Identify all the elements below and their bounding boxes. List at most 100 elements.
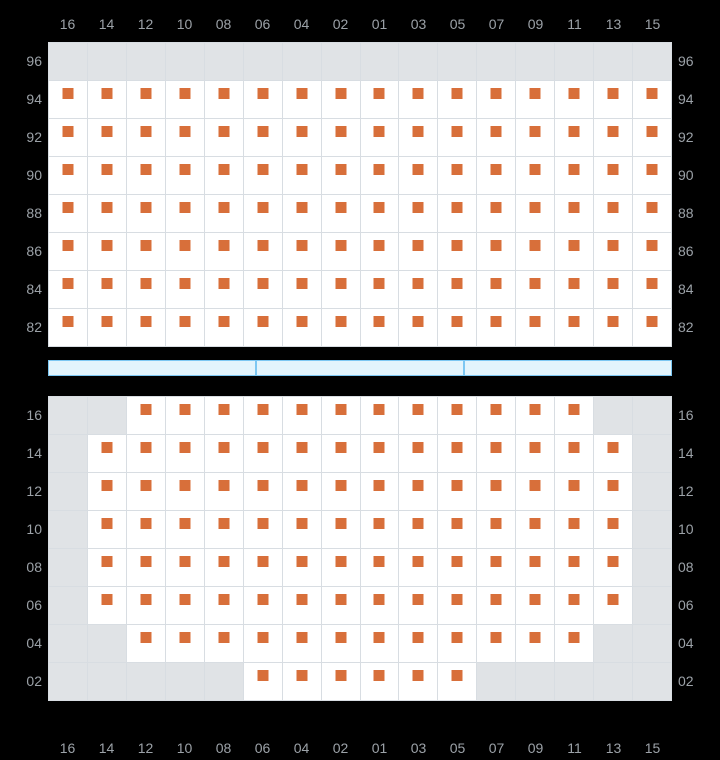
seat[interactable] — [205, 119, 244, 157]
seat[interactable] — [205, 435, 244, 473]
seat[interactable] — [555, 511, 594, 549]
seat[interactable] — [555, 435, 594, 473]
seat[interactable] — [283, 195, 322, 233]
seat[interactable] — [283, 81, 322, 119]
seat[interactable] — [205, 549, 244, 587]
seat[interactable] — [516, 587, 555, 625]
seat[interactable] — [205, 271, 244, 309]
seat[interactable] — [283, 271, 322, 309]
seat[interactable] — [361, 625, 400, 663]
seat[interactable] — [283, 473, 322, 511]
seat[interactable] — [127, 473, 166, 511]
seat[interactable] — [516, 119, 555, 157]
seat[interactable] — [477, 119, 516, 157]
seat[interactable] — [283, 309, 322, 347]
seat[interactable] — [49, 81, 88, 119]
seat[interactable] — [205, 625, 244, 663]
seat[interactable] — [438, 81, 477, 119]
seat[interactable] — [127, 511, 166, 549]
seat[interactable] — [205, 233, 244, 271]
seat[interactable] — [127, 271, 166, 309]
seat[interactable] — [594, 195, 633, 233]
seat[interactable] — [283, 663, 322, 701]
seat[interactable] — [399, 549, 438, 587]
seat[interactable] — [205, 511, 244, 549]
seat[interactable] — [555, 271, 594, 309]
seat[interactable] — [322, 435, 361, 473]
seat[interactable] — [555, 119, 594, 157]
seat[interactable] — [399, 587, 438, 625]
seat[interactable] — [477, 157, 516, 195]
seat[interactable] — [166, 587, 205, 625]
seat[interactable] — [127, 157, 166, 195]
seat[interactable] — [399, 195, 438, 233]
seat[interactable] — [283, 119, 322, 157]
seat[interactable] — [361, 473, 400, 511]
seat[interactable] — [594, 119, 633, 157]
seat[interactable] — [322, 549, 361, 587]
seat[interactable] — [127, 119, 166, 157]
seat[interactable] — [244, 233, 283, 271]
seat[interactable] — [166, 473, 205, 511]
seat[interactable] — [516, 309, 555, 347]
seat[interactable] — [477, 625, 516, 663]
seat[interactable] — [361, 195, 400, 233]
seat[interactable] — [127, 625, 166, 663]
seat[interactable] — [88, 271, 127, 309]
seat[interactable] — [477, 587, 516, 625]
seat[interactable] — [361, 309, 400, 347]
seat[interactable] — [244, 195, 283, 233]
seat[interactable] — [477, 309, 516, 347]
seat[interactable] — [555, 397, 594, 435]
seat[interactable] — [88, 233, 127, 271]
seat[interactable] — [88, 435, 127, 473]
seat[interactable] — [516, 511, 555, 549]
seat[interactable] — [166, 511, 205, 549]
seat[interactable] — [322, 663, 361, 701]
seat[interactable] — [49, 309, 88, 347]
seat[interactable] — [322, 81, 361, 119]
seat[interactable] — [633, 271, 672, 309]
seat[interactable] — [361, 119, 400, 157]
seat[interactable] — [399, 435, 438, 473]
seat[interactable] — [361, 81, 400, 119]
seat[interactable] — [88, 549, 127, 587]
seat[interactable] — [322, 271, 361, 309]
seat[interactable] — [88, 195, 127, 233]
seat[interactable] — [477, 435, 516, 473]
seat[interactable] — [594, 473, 633, 511]
seat[interactable] — [283, 511, 322, 549]
seat[interactable] — [166, 435, 205, 473]
seat[interactable] — [399, 625, 438, 663]
seat[interactable] — [438, 119, 477, 157]
seat[interactable] — [244, 587, 283, 625]
seat[interactable] — [477, 397, 516, 435]
seat[interactable] — [555, 549, 594, 587]
seat[interactable] — [244, 157, 283, 195]
seat[interactable] — [555, 157, 594, 195]
seat[interactable] — [322, 511, 361, 549]
seat[interactable] — [555, 195, 594, 233]
seat[interactable] — [244, 397, 283, 435]
seat[interactable] — [283, 233, 322, 271]
seat[interactable] — [205, 195, 244, 233]
seat[interactable] — [205, 309, 244, 347]
seat[interactable] — [244, 625, 283, 663]
seat[interactable] — [49, 119, 88, 157]
seat[interactable] — [361, 587, 400, 625]
seat[interactable] — [127, 309, 166, 347]
seat[interactable] — [594, 157, 633, 195]
seat[interactable] — [361, 233, 400, 271]
seat[interactable] — [322, 587, 361, 625]
seat[interactable] — [555, 587, 594, 625]
seat[interactable] — [244, 309, 283, 347]
seat[interactable] — [438, 473, 477, 511]
seat[interactable] — [322, 119, 361, 157]
seat[interactable] — [399, 157, 438, 195]
seat[interactable] — [438, 625, 477, 663]
seat[interactable] — [633, 119, 672, 157]
seat[interactable] — [322, 309, 361, 347]
seat[interactable] — [594, 587, 633, 625]
seat[interactable] — [49, 157, 88, 195]
seat[interactable] — [244, 271, 283, 309]
